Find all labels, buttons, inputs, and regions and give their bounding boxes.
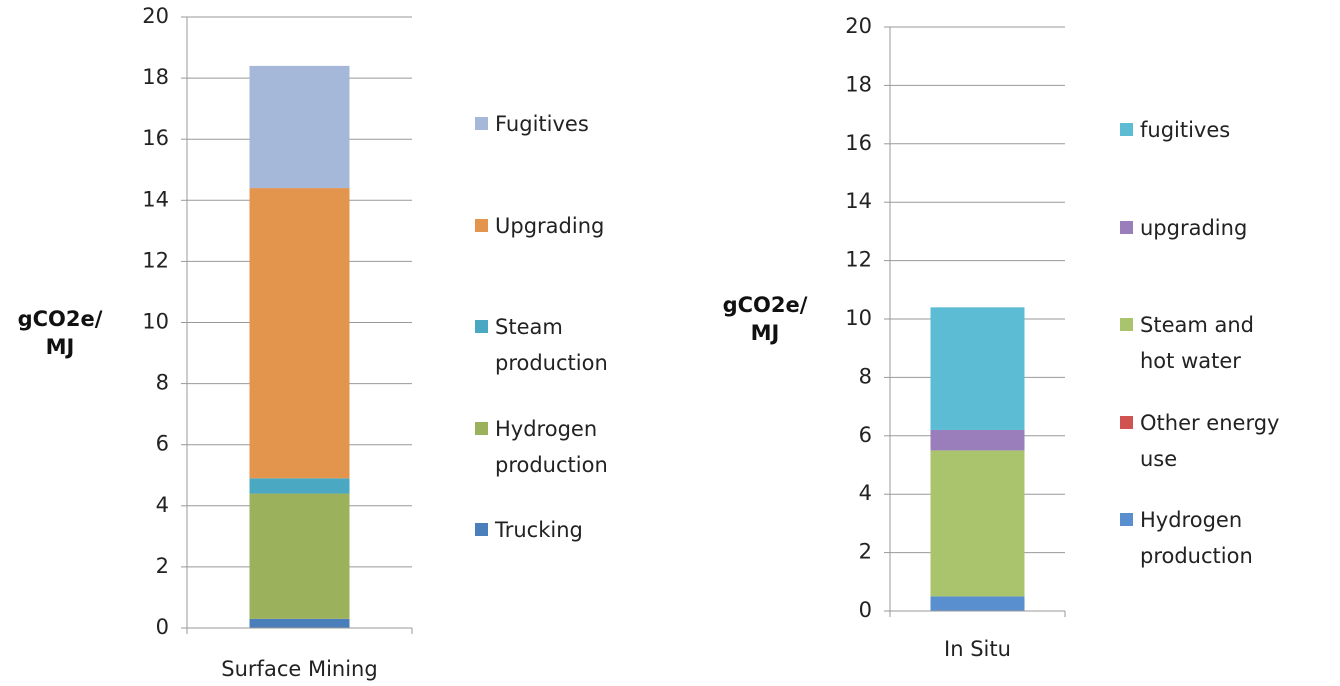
- legend-entry: Steam production: [475, 309, 650, 381]
- y-tick-label: 10: [142, 310, 169, 334]
- bar-segment: [930, 450, 1025, 597]
- legend-swatch: [475, 218, 488, 232]
- bar-segment: [249, 478, 350, 494]
- y-tick-label: 16: [142, 126, 169, 150]
- legend-entry: Other energy use: [1120, 405, 1295, 477]
- legend-entry: Hydrogen production: [475, 411, 650, 483]
- y-axis-label: gCO2e/ MJ: [722, 293, 808, 345]
- y-tick-label: 10: [845, 306, 872, 330]
- bar-segment: [249, 493, 350, 619]
- bar-segment: [249, 188, 350, 479]
- x-tick-label: Surface Mining: [221, 657, 377, 681]
- bar-segment: [930, 596, 1025, 611]
- legend-swatch: [1120, 513, 1133, 526]
- legend-label: Steam and hot water: [1140, 313, 1254, 373]
- y-tick-label: 18: [845, 72, 872, 96]
- bar-segment: [249, 65, 350, 189]
- legend-label: Hydrogen production: [495, 416, 608, 477]
- legend-entry: Upgrading: [475, 208, 650, 244]
- legend-swatch: [1120, 220, 1133, 234]
- y-tick-label: 14: [142, 187, 169, 211]
- x-tick-label: In Situ: [944, 637, 1011, 661]
- legend-label: Upgrading: [495, 213, 605, 238]
- y-tick-label: 6: [156, 432, 169, 456]
- bar-segment: [249, 618, 350, 628]
- legend-entry: fugitives: [1120, 112, 1295, 148]
- y-tick-label: 4: [156, 493, 169, 517]
- y-tick-label: 16: [845, 131, 872, 155]
- legend-label: Trucking: [495, 518, 583, 542]
- legend-entry: Hydrogen production: [1120, 502, 1295, 574]
- legend-entry: upgrading: [1120, 210, 1295, 246]
- y-tick-label: 2: [156, 554, 169, 578]
- y-tick-label: 20: [142, 4, 169, 28]
- legend-entry: Steam and hot water: [1120, 307, 1295, 379]
- legend-label: fugitives: [1140, 118, 1231, 142]
- legend-swatch: [1120, 318, 1133, 331]
- legend-label: Other energy use: [1140, 410, 1280, 471]
- y-tick-label: 20: [845, 14, 872, 38]
- legend-swatch: [475, 421, 488, 435]
- y-tick-label: 18: [142, 65, 169, 89]
- y-tick-label: 4: [859, 481, 872, 505]
- y-tick-label: 0: [859, 598, 872, 622]
- y-tick-label: 8: [156, 371, 169, 395]
- legend-swatch: [475, 523, 488, 536]
- y-tick-label: 12: [845, 248, 872, 272]
- bar-segment: [930, 307, 1025, 430]
- legend-swatch: [1120, 123, 1133, 136]
- legend-swatch: [475, 320, 488, 333]
- legend-label: Fugitives: [495, 112, 589, 136]
- legend-swatch: [475, 117, 488, 130]
- y-tick-label: 14: [845, 189, 872, 213]
- legend-swatch: [1120, 415, 1133, 429]
- legend-label: Steam production: [495, 315, 608, 375]
- y-axis-label: gCO2e/ MJ: [17, 307, 103, 359]
- y-tick-label: 8: [859, 364, 872, 388]
- legend-label: upgrading: [1140, 215, 1248, 240]
- bar-segment: [930, 429, 1025, 451]
- y-tick-label: 2: [859, 540, 872, 564]
- y-tick-label: 6: [859, 423, 872, 447]
- y-tick-label: 12: [142, 248, 169, 272]
- legend-entry: Trucking: [475, 512, 650, 548]
- legend-entry: Fugitives: [475, 106, 650, 142]
- y-tick-label: 0: [156, 615, 169, 639]
- legend-label: Hydrogen production: [1140, 508, 1253, 568]
